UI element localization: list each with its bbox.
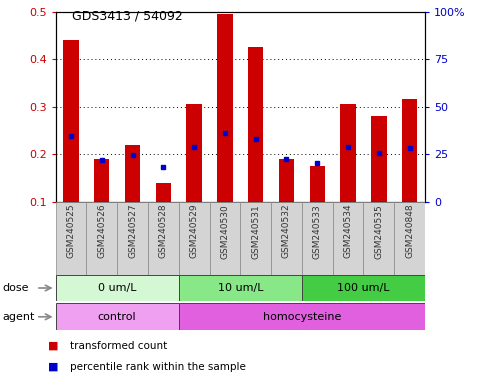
Text: GSM240525: GSM240525	[67, 204, 75, 258]
Text: GSM240526: GSM240526	[97, 204, 106, 258]
Bar	[248, 47, 263, 202]
Text: GSM240529: GSM240529	[190, 204, 199, 258]
Bar	[86, 202, 117, 275]
Text: GSM240527: GSM240527	[128, 204, 137, 258]
Text: percentile rank within the sample: percentile rank within the sample	[70, 362, 246, 372]
Text: agent: agent	[2, 312, 35, 322]
Text: GSM240531: GSM240531	[251, 204, 260, 258]
Text: GSM240528: GSM240528	[159, 204, 168, 258]
Bar	[117, 202, 148, 275]
Bar	[156, 183, 171, 202]
Bar	[210, 202, 240, 275]
Bar	[179, 275, 302, 301]
Bar	[364, 202, 394, 275]
Text: GSM240533: GSM240533	[313, 204, 322, 258]
Text: transformed count: transformed count	[70, 341, 167, 351]
Bar	[217, 14, 233, 202]
Text: homocysteine: homocysteine	[263, 312, 341, 322]
Bar	[302, 275, 425, 301]
Bar	[63, 40, 79, 202]
Bar	[125, 145, 140, 202]
Text: ■: ■	[48, 362, 59, 372]
Bar	[94, 159, 110, 202]
Bar	[371, 116, 386, 202]
Bar	[148, 202, 179, 275]
Text: 100 um/L: 100 um/L	[337, 283, 390, 293]
Text: GSM240534: GSM240534	[343, 204, 353, 258]
Bar	[394, 202, 425, 275]
Bar	[186, 104, 202, 202]
Text: control: control	[98, 312, 136, 322]
Text: dose: dose	[2, 283, 29, 293]
Bar	[179, 303, 425, 330]
Bar	[56, 275, 179, 301]
Bar	[402, 99, 417, 202]
Bar	[240, 202, 271, 275]
Bar	[56, 303, 179, 330]
Bar	[333, 202, 364, 275]
Text: ■: ■	[48, 341, 59, 351]
Bar	[179, 202, 210, 275]
Text: GSM240848: GSM240848	[405, 204, 414, 258]
Text: GDS3413 / 54092: GDS3413 / 54092	[72, 10, 183, 23]
Bar	[341, 104, 356, 202]
Text: GSM240535: GSM240535	[374, 204, 384, 258]
Bar	[279, 159, 294, 202]
Text: 10 um/L: 10 um/L	[217, 283, 263, 293]
Text: 0 um/L: 0 um/L	[98, 283, 136, 293]
Text: GSM240532: GSM240532	[282, 204, 291, 258]
Text: GSM240530: GSM240530	[220, 204, 229, 258]
Bar	[302, 202, 333, 275]
Bar	[310, 166, 325, 202]
Bar	[271, 202, 302, 275]
Bar	[56, 202, 86, 275]
